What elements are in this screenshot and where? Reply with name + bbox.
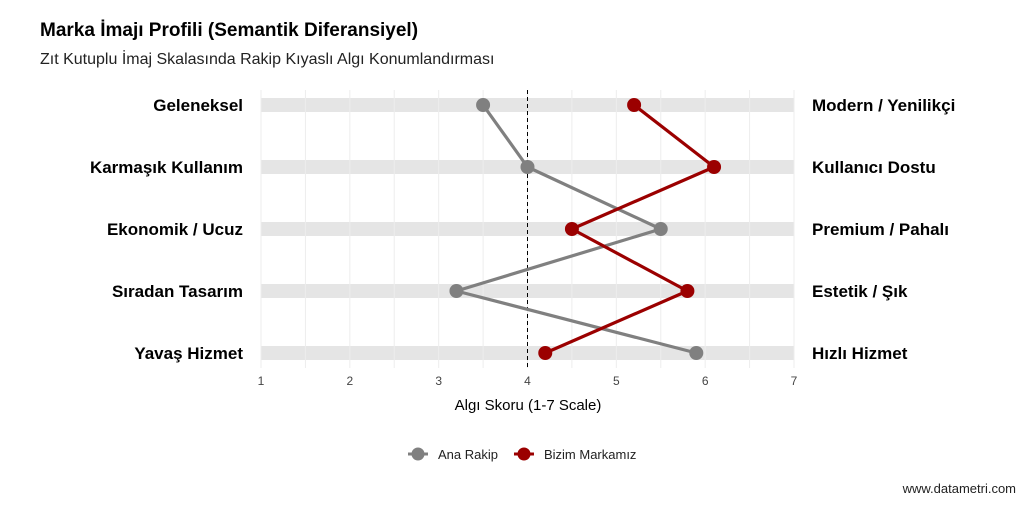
series-2-point-3 [564, 222, 579, 236]
legend-swatch-point-2 [517, 447, 531, 461]
series-2-point-5 [538, 346, 553, 360]
right-pole-label: Modern / Yenilikçi [812, 96, 955, 115]
right-pole-label: Estetik / Şık [812, 282, 908, 301]
legend-label-1: Ana Rakip [438, 447, 498, 462]
chart-title: Marka İmajı Profili (Semantik Diferansiy… [40, 20, 419, 41]
left-pole-label: Ekonomik / Ucuz [107, 220, 243, 239]
left-pole-label: Sıradan Tasarım [112, 282, 243, 301]
right-pole-label: Premium / Pahalı [812, 220, 949, 239]
x-tick-label: 3 [435, 374, 442, 388]
series-1-point-2 [520, 160, 535, 174]
series-1-point-5 [689, 346, 704, 360]
left-pole-label: Yavaş Hizmet [134, 344, 243, 363]
right-pole-label: Kullanıcı Dostu [812, 158, 936, 177]
left-pole-label: Geleneksel [153, 96, 243, 115]
x-tick-label: 1 [258, 374, 265, 388]
series-1-point-4 [449, 284, 464, 298]
series-1-point-1 [476, 98, 491, 112]
series-2-point-2 [707, 160, 722, 174]
legend-swatch-point-1 [411, 447, 425, 461]
x-tick-label: 5 [613, 374, 620, 388]
x-tick-label: 2 [346, 374, 353, 388]
series-1-point-3 [653, 222, 668, 236]
x-tick-label: 7 [791, 374, 798, 388]
left-pole-label: Karmaşık Kullanım [90, 158, 243, 177]
x-tick-label: 4 [524, 374, 531, 388]
series-2-point-4 [680, 284, 695, 298]
right-pole-label: Hızlı Hizmet [812, 344, 908, 363]
chart-subtitle: Zıt Kutuplu İmaj Skalasında Rakip Kıyasl… [40, 51, 495, 68]
legend-label-2: Bizim Markamız [544, 447, 636, 462]
x-tick-label: 6 [702, 374, 709, 388]
series-2-point-1 [627, 98, 642, 112]
caption: www.datametri.com [902, 481, 1016, 496]
x-axis-title: Algı Skoru (1-7 Scale) [455, 397, 602, 414]
